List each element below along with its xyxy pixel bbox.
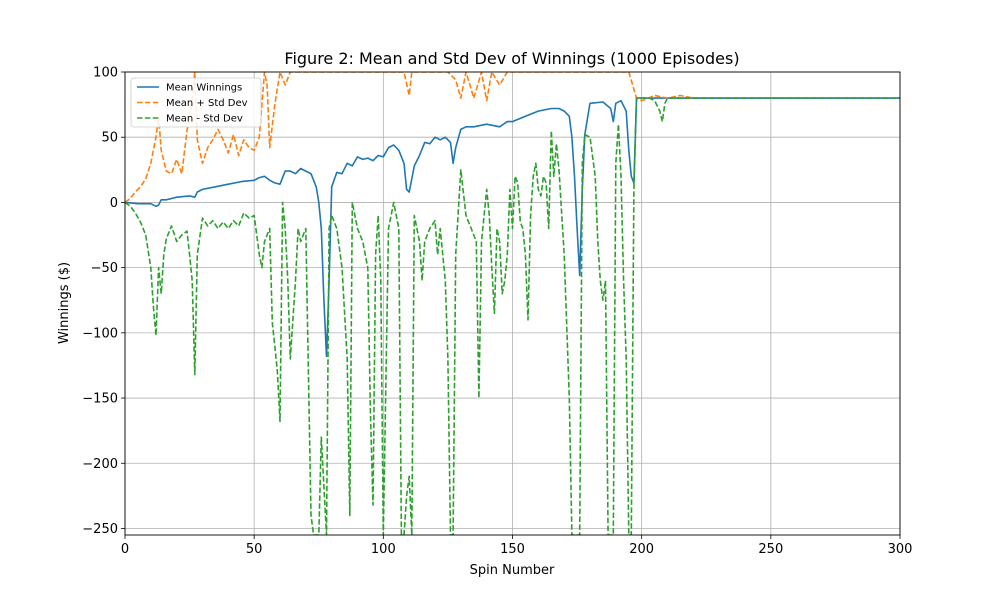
x-tick-label: 0 (121, 542, 129, 557)
legend-label-3: Mean - Std Dev (166, 114, 243, 125)
y-tick-label: −250 (82, 522, 118, 537)
x-tick-label: 50 (246, 542, 263, 557)
y-axis-label: Winnings ($) (57, 262, 72, 344)
chart-title: Figure 2: Mean and Std Dev of Winnings (… (284, 49, 739, 68)
x-axis-label: Spin Number (470, 563, 555, 578)
y-tick-label: 50 (101, 131, 118, 146)
legend: Mean Winnings Mean + Std Dev Mean - Std De… (130, 77, 262, 128)
legend-label-1: Mean Winnings (166, 83, 242, 94)
x-tick-label: 150 (500, 542, 525, 557)
y-tick-label: 100 (93, 66, 118, 81)
y-tick-label: −50 (91, 261, 118, 276)
x-tick-label: 200 (629, 542, 654, 557)
plot-area (125, 72, 900, 535)
y-tick-label: 0 (110, 196, 118, 211)
y-tick-label: −200 (82, 457, 118, 472)
x-tick-label: 100 (371, 542, 396, 557)
axes: 0 50 100 150 200 250 300 −250 −200 −150 −100 −50 0 50… (82, 66, 912, 558)
series-line-2 (125, 72, 699, 204)
x-tick-label: 300 (888, 542, 913, 557)
x-tick-label: 250 (758, 542, 783, 557)
y-tick-label: −100 (82, 326, 118, 341)
legend-box (130, 77, 262, 128)
legend-label-2: Mean + Std Dev (166, 98, 248, 109)
y-tick-label: −150 (82, 392, 118, 407)
